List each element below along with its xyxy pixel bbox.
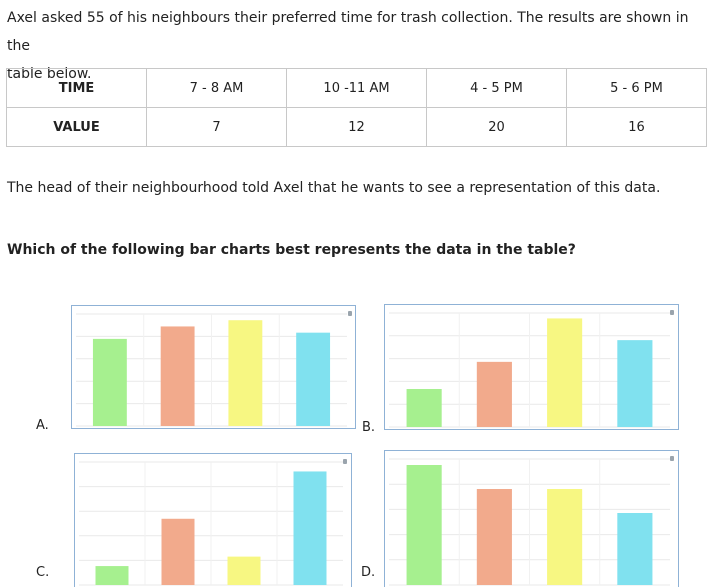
table-cell-time: 10 -11 AM [286,68,427,108]
chart-b-svg [389,312,670,428]
option-d-label[interactable]: D. [361,565,376,580]
chart-bar [92,338,127,426]
chart-a-svg [76,313,347,427]
table-cell-value: 7 [146,107,287,147]
table-cell-value: 12 [286,107,427,147]
chart-bar [228,320,263,426]
chart-option-a[interactable] [71,305,356,429]
chart-bar [227,556,261,585]
table-cell-time: 7 - 8 AM [146,68,287,108]
chart-bar [406,465,442,585]
chart-c-svg [79,461,343,586]
option-b-label[interactable]: B. [362,420,376,435]
chart-bar [547,489,583,585]
chart-bar [296,332,331,426]
chart-bar [95,566,129,585]
question-text: Which of the following bar charts best r… [7,242,576,258]
table-cell-value: 20 [426,107,567,147]
chart-bar [293,471,327,585]
chart-bar [617,340,653,427]
table-cell-time: 5 - 6 PM [566,68,707,108]
chart-scroll-handle[interactable] [670,456,674,461]
chart-bar [160,326,195,426]
table-row-time: TIME 7 - 8 AM 10 -11 AM 4 - 5 PM 5 - 6 P… [6,68,707,108]
chart-scroll-handle[interactable] [348,311,352,316]
intro-line-1: Axel asked 55 of his neighbours their pr… [7,10,689,54]
table-row-value: VALUE 7 12 20 16 [6,107,707,147]
chart-bar [617,513,653,585]
chart-option-b[interactable] [384,304,679,430]
chart-scroll-handle[interactable] [670,310,674,315]
chart-bar [547,318,583,427]
data-table: TIME 7 - 8 AM 10 -11 AM 4 - 5 PM 5 - 6 P… [6,68,707,147]
table-cell-value: 16 [566,107,707,147]
chart-bar [406,389,442,427]
paragraph-request: The head of their neighbourhood told Axe… [7,180,661,196]
chart-bar [161,518,195,585]
table-header-value: VALUE [6,107,147,147]
option-a-label[interactable]: A. [36,418,49,433]
chart-bar [476,489,512,585]
table-header-time: TIME [6,68,147,108]
chart-d-svg [389,458,670,586]
table-cell-time: 4 - 5 PM [426,68,567,108]
option-c-label[interactable]: C. [36,565,50,580]
chart-bar [476,361,512,427]
chart-option-d[interactable] [384,450,679,587]
chart-scroll-handle[interactable] [343,459,347,464]
chart-option-c[interactable] [74,453,352,587]
